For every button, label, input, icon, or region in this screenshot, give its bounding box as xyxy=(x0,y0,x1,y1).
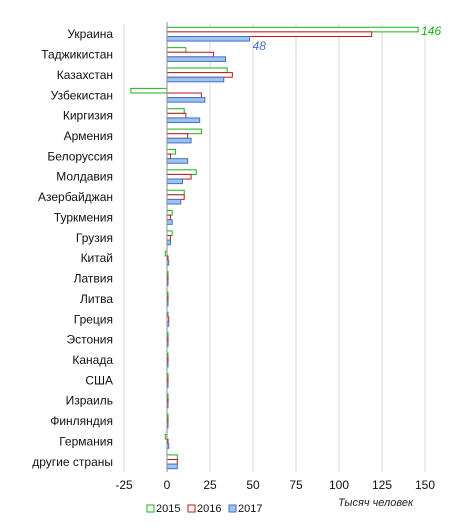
bars xyxy=(130,26,419,470)
bar-2015-1 xyxy=(166,47,187,53)
bar-2015-4 xyxy=(166,108,185,114)
bar-2015-9 xyxy=(166,210,173,216)
bar-2017-7 xyxy=(166,178,183,185)
bar-2015-10 xyxy=(166,230,173,237)
x-tick-label-3: 50 xyxy=(246,478,260,492)
bar-2016-6 xyxy=(166,153,171,160)
bar-2017-21 xyxy=(166,463,178,470)
bar-2017-1 xyxy=(166,56,226,62)
annotations: 146 48 xyxy=(253,24,442,53)
bar-2016-21 xyxy=(166,459,178,465)
bar-2017-6 xyxy=(166,158,189,164)
category-label-20: Германия xyxy=(59,434,113,448)
x-tick-label-1: 0 xyxy=(164,478,171,492)
grid-lines xyxy=(123,24,426,472)
category-labels: Украина Таджикистан Казахстан Узбекистан Кир… xyxy=(32,27,113,469)
bar-2017-9 xyxy=(166,219,173,225)
legend-swatch-2017 xyxy=(228,504,237,513)
bar-2016-0 xyxy=(166,31,373,37)
bar-2015-6 xyxy=(166,148,177,155)
category-label-17: США xyxy=(85,373,113,387)
x-axis-label: Тысяч человек xyxy=(338,497,414,509)
category-label-10: Грузия xyxy=(76,231,113,245)
bar-2015-0 xyxy=(166,26,419,33)
legend-label-2017: 2017 xyxy=(238,503,262,515)
category-label-1: Таджикистан xyxy=(41,48,113,62)
category-label-3: Узбекистан xyxy=(51,88,113,102)
bar-2015-7 xyxy=(166,169,197,175)
category-label-8: Азербайджан xyxy=(38,190,113,204)
bar-2017-8 xyxy=(166,198,182,205)
annotation-1: 48 xyxy=(253,39,267,53)
bar-2015-3 xyxy=(130,87,168,94)
bar-2017-3 xyxy=(166,97,206,103)
x-tick-label-5: 100 xyxy=(329,478,349,492)
bar-2017-2 xyxy=(166,76,225,83)
category-label-21: другие страны xyxy=(32,455,113,469)
category-label-14: Греция xyxy=(74,312,113,326)
category-label-0: Украина xyxy=(67,27,113,41)
bar-2016-2 xyxy=(166,72,233,78)
bar-2016-1 xyxy=(166,51,214,58)
category-label-11: Китай xyxy=(81,251,113,265)
category-label-18: Израиль xyxy=(66,394,113,408)
bar-2016-10 xyxy=(166,235,171,241)
legend-label-2015: 2015 xyxy=(156,503,180,515)
bar-2016-8 xyxy=(166,194,185,200)
category-label-6: Белоруссия xyxy=(47,149,113,163)
x-tick-label-2: 25 xyxy=(203,478,217,492)
category-label-15: Эстония xyxy=(67,333,114,347)
legend-swatch-2015 xyxy=(146,504,155,513)
x-tick-label-0: -25 xyxy=(115,478,133,492)
category-label-5: Армения xyxy=(64,129,113,143)
category-label-12: Латвия xyxy=(74,272,113,286)
bar-2016-3 xyxy=(166,92,202,99)
bar-2015-2 xyxy=(166,67,228,74)
x-tick-label-7: 150 xyxy=(415,478,435,492)
bar-2015-8 xyxy=(166,189,185,196)
bar-2015-5 xyxy=(166,128,202,135)
bar-2017-10 xyxy=(166,239,171,246)
category-label-13: Литва xyxy=(80,292,113,306)
bar-2017-4 xyxy=(166,117,201,124)
legend-swatch-2016 xyxy=(187,504,196,513)
bar-2017-5 xyxy=(166,137,192,144)
bar-2016-9 xyxy=(166,214,171,221)
category-label-7: Молдавия xyxy=(56,170,113,184)
legend: 2015 2016 2017 xyxy=(146,503,262,515)
x-tick-label-6: 125 xyxy=(372,478,392,492)
x-tick-label-4: 75 xyxy=(289,478,303,492)
category-label-9: Туркмения xyxy=(54,210,113,224)
bar-2015-21 xyxy=(166,454,178,461)
category-label-19: Финляндия xyxy=(50,414,113,428)
category-label-4: Киргизия xyxy=(63,109,113,123)
bar-2016-7 xyxy=(166,173,192,180)
annotation-0: 146 xyxy=(421,24,441,38)
bar-2017-0 xyxy=(166,35,251,42)
bar-2016-5 xyxy=(166,133,189,139)
category-label-16: Канада xyxy=(72,353,113,367)
category-label-2: Казахстан xyxy=(57,68,113,82)
legend-label-2016: 2016 xyxy=(197,503,221,515)
bar-2016-4 xyxy=(166,112,187,119)
x-tick-labels: -25 0 25 50 75 100 125 150 xyxy=(115,478,435,492)
